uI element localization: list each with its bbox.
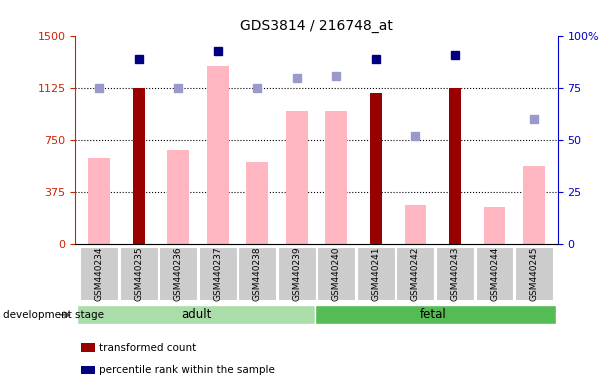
Bar <box>88 158 110 244</box>
Text: GSM440241: GSM440241 <box>371 247 380 301</box>
Text: GSM440237: GSM440237 <box>213 246 223 301</box>
Text: fetal: fetal <box>420 308 447 321</box>
Bar <box>133 88 145 244</box>
FancyBboxPatch shape <box>515 247 553 300</box>
Title: GDS3814 / 216748_at: GDS3814 / 216748_at <box>240 19 393 33</box>
FancyBboxPatch shape <box>77 305 315 324</box>
Text: GSM440238: GSM440238 <box>253 246 262 301</box>
Bar <box>167 150 189 244</box>
Text: GSM440242: GSM440242 <box>411 247 420 301</box>
Text: GSM440235: GSM440235 <box>134 246 143 301</box>
Text: GSM440236: GSM440236 <box>174 246 183 301</box>
Text: GSM440244: GSM440244 <box>490 247 499 301</box>
FancyBboxPatch shape <box>199 247 237 300</box>
FancyBboxPatch shape <box>315 305 556 324</box>
Bar <box>484 207 505 244</box>
Bar <box>247 162 268 244</box>
Bar <box>405 205 426 244</box>
FancyBboxPatch shape <box>278 247 316 300</box>
Bar <box>449 88 461 244</box>
FancyBboxPatch shape <box>396 247 434 300</box>
Bar <box>286 111 308 244</box>
Text: transformed count: transformed count <box>99 343 197 353</box>
FancyBboxPatch shape <box>357 247 395 300</box>
Text: development stage: development stage <box>3 310 104 320</box>
Bar <box>207 66 229 244</box>
Bar <box>326 111 347 244</box>
Text: percentile rank within the sample: percentile rank within the sample <box>99 365 276 375</box>
FancyBboxPatch shape <box>476 247 514 300</box>
FancyBboxPatch shape <box>436 247 474 300</box>
Bar <box>523 166 545 244</box>
FancyBboxPatch shape <box>119 247 157 300</box>
Text: GSM440240: GSM440240 <box>332 247 341 301</box>
Bar <box>370 93 382 244</box>
FancyBboxPatch shape <box>317 247 355 300</box>
Text: GSM440239: GSM440239 <box>292 246 302 301</box>
FancyBboxPatch shape <box>159 247 197 300</box>
Text: adult: adult <box>181 308 211 321</box>
FancyBboxPatch shape <box>238 247 276 300</box>
FancyBboxPatch shape <box>80 247 118 300</box>
Text: GSM440243: GSM440243 <box>450 247 459 301</box>
Text: GSM440234: GSM440234 <box>95 247 104 301</box>
Text: GSM440245: GSM440245 <box>529 247 538 301</box>
